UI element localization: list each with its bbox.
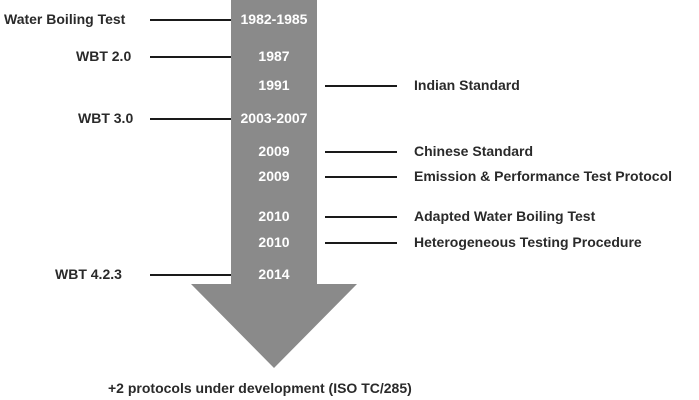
connector-line [325, 176, 397, 178]
year-label: 2003-2007 [240, 110, 308, 126]
connector-line [325, 242, 397, 244]
connector-line [325, 151, 397, 153]
right-label-adapted-water-boiling-test: Adapted Water Boiling Test [414, 208, 596, 224]
right-label-indian-standard: Indian Standard [414, 77, 520, 93]
right-label-chinese-standard: Chinese Standard [414, 143, 534, 159]
connector-line [150, 118, 231, 120]
connector-line [325, 216, 397, 218]
year-label: 2010 [258, 208, 290, 224]
footer-note: +2 protocols under development (ISO TC/2… [108, 380, 412, 396]
left-label-wbt-3-0: WBT 3.0 [78, 110, 134, 126]
year-label: 2014 [258, 266, 290, 282]
connector-line [150, 274, 231, 276]
right-label-heterogeneous-testing-procedure: Heterogeneous Testing Procedure [414, 234, 642, 250]
right-label-emission-performance-test-protocol: Emission & Performance Test Protocol [414, 168, 673, 184]
connector-line [325, 85, 397, 87]
left-label-wbt-4-2-3: WBT 4.2.3 [55, 266, 122, 282]
connector-line [150, 56, 231, 58]
year-label: 2010 [258, 234, 290, 250]
year-label: 2009 [258, 168, 290, 184]
year-label: 1991 [258, 77, 290, 93]
year-label: 2009 [258, 143, 290, 159]
left-label-wbt-2-0: WBT 2.0 [76, 48, 132, 64]
year-label: 1987 [258, 48, 290, 64]
connector-line [150, 19, 231, 21]
left-label-water-boiling-test: Water Boiling Test [4, 11, 126, 27]
year-label: 1982-1985 [240, 11, 308, 27]
down-arrow-icon [191, 0, 357, 368]
